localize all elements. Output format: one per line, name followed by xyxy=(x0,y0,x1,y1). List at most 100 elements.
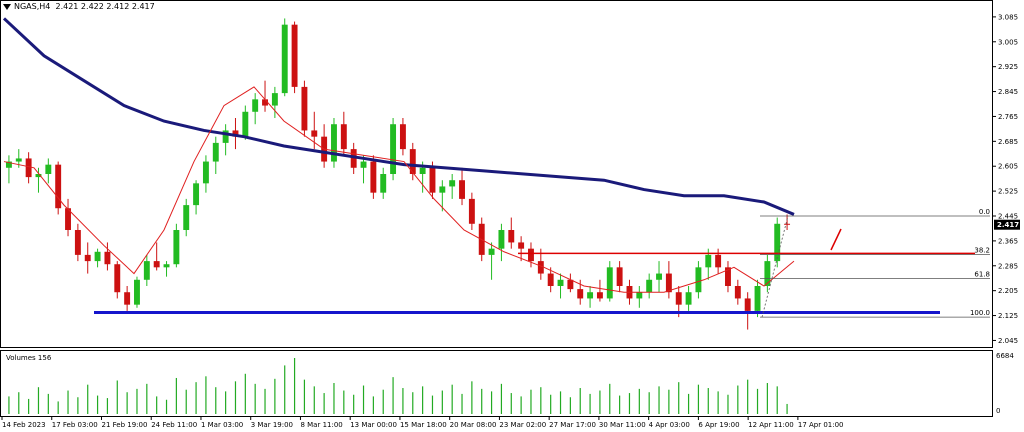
candle-body xyxy=(74,230,81,255)
candle-body xyxy=(360,161,367,168)
candle-body xyxy=(291,24,298,87)
candle-body xyxy=(183,205,190,230)
candle-body xyxy=(163,264,170,268)
candle-body xyxy=(94,251,101,262)
dropdown-triangle-icon[interactable] xyxy=(3,3,11,10)
candle-body xyxy=(784,223,791,225)
candle-body xyxy=(606,267,613,299)
candle-body xyxy=(675,292,682,305)
fib-trend-line xyxy=(761,215,789,318)
time-tick-label: 24 Feb 11:00 xyxy=(151,421,197,429)
candle-body xyxy=(202,161,209,184)
fib-level-label: 100.0 xyxy=(970,309,990,317)
candle-body xyxy=(153,261,160,268)
candle-body xyxy=(104,251,111,265)
candle-body xyxy=(468,198,475,224)
candle-body xyxy=(252,99,259,112)
candle-body xyxy=(281,24,288,94)
candle-body xyxy=(350,149,357,168)
time-tick-label: 15 Mar 18:00 xyxy=(400,421,447,429)
candle-body xyxy=(271,93,278,106)
price-axis: 3.085 3.005 2.925 2.845 2.765 2.685 2.605 2.525… xyxy=(992,13,1018,345)
price-tick-label: 2.125 xyxy=(998,312,1018,320)
candle-body xyxy=(193,183,200,206)
fib-level-label: 0.0 xyxy=(979,208,990,216)
fibonacci-retracement: 0.0 38.2 61.8 100.0 xyxy=(760,208,990,318)
candle-body xyxy=(459,180,465,199)
candle-body xyxy=(143,261,150,280)
time-tick-label: 8 Mar 11:00 xyxy=(300,421,342,429)
time-tick-label: 30 Mar 11:00 xyxy=(599,421,646,429)
price-tick-label: 2.365 xyxy=(998,237,1018,245)
time-tick-label: 21 Feb 19:00 xyxy=(101,421,147,429)
trend-arrow xyxy=(830,228,842,251)
candle-body xyxy=(636,292,643,299)
price-tick-label: 2.765 xyxy=(998,113,1018,121)
candle-body xyxy=(134,279,140,305)
candle-body xyxy=(498,230,505,249)
main-panel-frame xyxy=(0,0,993,348)
candle-body xyxy=(508,230,515,243)
candle-body xyxy=(212,142,219,162)
candle-body xyxy=(646,279,653,293)
volume-scale-min: 0 xyxy=(996,407,1000,415)
candle-body xyxy=(380,174,387,193)
candle-body xyxy=(25,158,32,178)
price-tick-label: 2.685 xyxy=(998,138,1018,146)
candle-body xyxy=(439,186,446,193)
price-tick-label: 3.005 xyxy=(998,38,1018,46)
time-tick-label: 17 Feb 03:00 xyxy=(52,421,98,429)
candle-body xyxy=(587,292,594,299)
fib-level-label: 38.2 xyxy=(974,247,990,255)
time-tick-label: 17 Apr 01:00 xyxy=(798,421,844,429)
fast-moving-average-line xyxy=(3,86,795,293)
candle-body xyxy=(754,286,761,311)
candle-body xyxy=(616,267,623,286)
candle-body xyxy=(124,292,131,305)
candle-body xyxy=(15,158,22,162)
chart-title: NGAS,H4 2.421 2.422 2.412 2.417 xyxy=(3,2,155,11)
time-tick-label: 14 Feb 2023 xyxy=(2,421,46,429)
ohlc-readout: 2.421 2.422 2.412 2.417 xyxy=(55,2,155,11)
candle-body xyxy=(715,254,722,268)
candle-body xyxy=(35,174,42,178)
candle-body xyxy=(577,289,584,299)
candle-body xyxy=(488,248,495,255)
candle-body xyxy=(173,230,180,265)
candle-body xyxy=(340,124,347,150)
slow-moving-average-line xyxy=(2,17,795,216)
candle-body xyxy=(311,130,318,137)
candle-body xyxy=(419,167,426,174)
candle-body xyxy=(537,261,544,274)
candle-body xyxy=(528,248,534,262)
volume-panel-title: Volumes 156 xyxy=(6,354,52,362)
candle-body xyxy=(409,149,416,174)
time-tick-label: 4 Apr 03:00 xyxy=(649,421,690,429)
candle-body xyxy=(705,254,712,268)
candle-body xyxy=(222,130,229,143)
candle-body xyxy=(399,124,406,150)
volume-panel-frame xyxy=(0,350,993,417)
candle-body xyxy=(656,273,662,280)
candle-body xyxy=(665,273,672,293)
candle-body xyxy=(390,124,397,174)
candle-body xyxy=(734,286,741,299)
candle-body xyxy=(45,164,52,174)
volume-bars xyxy=(8,358,788,414)
price-tick-label: 3.085 xyxy=(998,13,1018,21)
time-tick-label: 3 Mar 19:00 xyxy=(251,421,293,429)
time-tick-label: 1 Mar 03:00 xyxy=(201,421,243,429)
time-tick-label: 6 Apr 19:00 xyxy=(698,421,739,429)
price-tick-label: 2.205 xyxy=(998,287,1018,295)
current-price-text: 2.417 xyxy=(997,221,1019,229)
candle-body xyxy=(567,279,574,290)
candle-body xyxy=(301,86,308,131)
symbol-label: NGAS,H4 xyxy=(14,2,51,11)
candle-body xyxy=(685,292,692,305)
candle-body xyxy=(725,267,731,286)
current-price-tag: 2.417 xyxy=(994,219,1020,230)
volume-scale-max: 6684 xyxy=(996,352,1014,360)
time-tick-label: 12 Apr 11:00 xyxy=(748,421,794,429)
candle-body xyxy=(547,273,554,286)
